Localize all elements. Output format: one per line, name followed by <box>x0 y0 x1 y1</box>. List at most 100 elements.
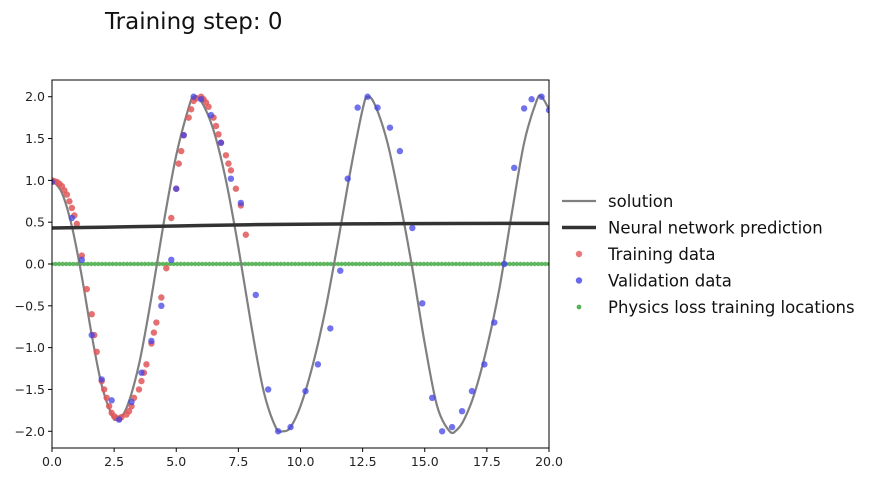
physics-loss-point <box>103 261 108 267</box>
physics-loss-point <box>199 261 205 267</box>
physics-loss-point <box>196 261 201 267</box>
validation-data-point <box>78 256 86 264</box>
physics-loss-point <box>128 261 133 267</box>
physics-loss-point <box>435 261 441 267</box>
physics-loss-point <box>192 261 198 267</box>
training-data-point <box>135 386 143 393</box>
physics-loss-point <box>182 261 187 267</box>
legend-label: Validation data <box>608 272 732 291</box>
validation-data-point <box>314 361 322 368</box>
physics-loss-point <box>317 261 323 267</box>
training-data-point <box>205 103 212 110</box>
y-axis: −2.0 −1.5 −1.0 −0.5 0.0 0.5 1.0 1.5 2.0 <box>15 89 52 439</box>
physics-loss-point <box>539 261 545 267</box>
physics-loss-point <box>267 261 273 267</box>
physics-loss-point <box>450 261 455 267</box>
physics-loss-point <box>132 261 137 267</box>
x-tick-label: 12.5 <box>349 454 377 469</box>
validation-data-point <box>148 337 155 345</box>
physics-loss-point <box>307 261 312 267</box>
physics-loss-point <box>135 261 141 267</box>
physics-loss-point <box>60 261 65 267</box>
legend-marker-swatch <box>575 277 583 284</box>
physics-loss-point <box>536 261 541 267</box>
physics-loss-point <box>146 261 151 267</box>
physics-loss-point <box>342 261 348 267</box>
physics-loss-point <box>250 261 255 267</box>
physics-loss-point <box>446 261 452 267</box>
validation-data-point <box>98 376 105 383</box>
physics-loss-point <box>203 261 208 267</box>
x-axis: 0.0 2.5 5.0 7.5 10.0 12.5 15.0 17.5 20.0 <box>42 448 563 469</box>
validation-data-point <box>173 185 180 192</box>
physics-loss-point <box>74 261 80 267</box>
training-data-point <box>66 198 73 205</box>
physics-loss-point <box>107 261 112 267</box>
training-data-point <box>168 214 175 222</box>
physics-loss-point <box>453 261 459 267</box>
validation-data-point <box>386 124 394 131</box>
validation-data-point <box>511 164 518 172</box>
physics-loss-point <box>67 261 73 267</box>
physics-loss-point <box>528 261 534 267</box>
physics-loss-point <box>457 261 462 267</box>
physics-loss-point <box>414 261 419 267</box>
training-data-point <box>178 147 185 155</box>
physics-loss-point <box>357 261 362 267</box>
validation-data-point <box>344 175 351 182</box>
physics-loss-point <box>525 261 530 267</box>
legend-item: Neural network prediction <box>562 219 823 238</box>
physics-loss-point <box>289 261 294 267</box>
physics-loss-point <box>532 261 537 267</box>
physics-loss-point <box>464 261 469 267</box>
validation-data-point <box>520 105 528 112</box>
physics-loss-point <box>371 261 376 267</box>
training-data-point <box>153 319 160 326</box>
physics-loss-point <box>242 261 248 267</box>
training-data-point <box>227 167 235 174</box>
physics-loss-point <box>160 261 166 267</box>
physics-loss-point <box>350 261 355 267</box>
validation-data-point <box>168 256 175 264</box>
validation-data-point <box>252 291 259 299</box>
x-tick-label: 10.0 <box>287 454 315 469</box>
physics-loss-point <box>164 261 169 267</box>
validation-data-point <box>481 361 488 368</box>
validation-data-point <box>528 96 535 103</box>
physics-loss-point <box>496 261 502 267</box>
physics-loss-point <box>507 261 512 267</box>
physics-loss-point <box>471 261 477 267</box>
physics-loss-point <box>178 261 183 267</box>
physics-loss-point <box>214 261 219 267</box>
physics-loss-point <box>235 261 241 267</box>
physics-loss-point <box>121 261 126 267</box>
physics-loss-point <box>514 261 520 267</box>
physics-loss-point <box>124 261 130 267</box>
training-data-point <box>158 294 165 301</box>
training-data-point <box>185 114 192 121</box>
training-data-point <box>63 191 71 198</box>
physics-loss-point <box>225 261 230 267</box>
physics-loss-point <box>296 261 301 267</box>
y-tick-label: 1.0 <box>25 173 45 188</box>
training-data-point <box>212 122 220 130</box>
legend-item: Training data <box>575 245 716 264</box>
physics-loss-point <box>85 261 90 267</box>
training-data-point <box>175 160 182 167</box>
physics-loss-point <box>368 261 373 267</box>
training-data-point <box>150 329 158 336</box>
physics-loss-point <box>282 261 287 267</box>
validation-data-point <box>302 387 309 395</box>
validation-data-point <box>327 325 334 332</box>
training-data-point <box>68 204 76 212</box>
physics-loss-point <box>364 261 369 267</box>
physics-loss-point <box>400 261 405 267</box>
validation-data-point <box>429 394 436 402</box>
legend-marker-swatch <box>575 250 583 258</box>
physics-loss-point <box>278 261 284 267</box>
physics-loss-point <box>71 261 76 267</box>
training-data-point <box>187 106 195 113</box>
physics-loss-point <box>518 261 523 267</box>
solution-line <box>52 94 549 435</box>
training-data-point <box>73 220 81 228</box>
